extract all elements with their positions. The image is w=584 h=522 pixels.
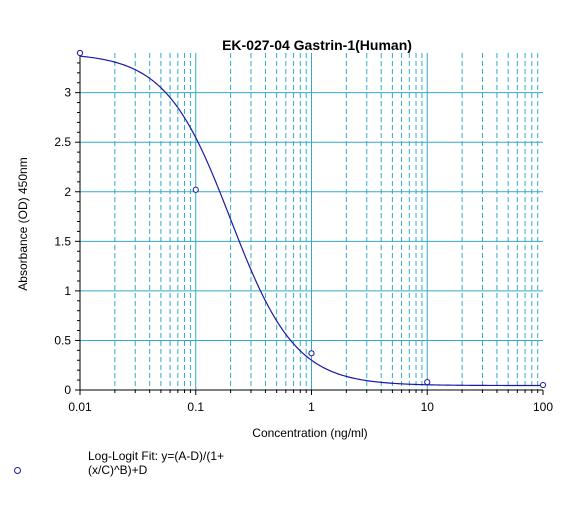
y-tick-label: 2 (64, 185, 71, 199)
tick-labels: 0.01 0.1 1 10 100 0 0.5 1 1.5 2 2.5 3 (54, 86, 553, 414)
x-tick-label: 10 (421, 400, 435, 414)
fit-curve-layer (79, 55, 543, 387)
y-tick-label: 2.5 (54, 135, 71, 149)
x-tick-label: 1 (308, 400, 315, 414)
data-point (192, 186, 199, 193)
grid (80, 53, 543, 390)
fit-curve (79, 55, 543, 387)
legend-marker (14, 467, 21, 474)
y-tick-label: 1 (64, 284, 71, 298)
data-point (424, 378, 431, 386)
chart-title: EK-027-04 Gastrin-1(Human) (222, 37, 412, 53)
axes (75, 52, 544, 395)
data-point (539, 381, 547, 389)
x-tick-label: 0.01 (68, 400, 92, 414)
y-tick-label: 1.5 (54, 234, 71, 248)
x-axis-label: Concentration (ng/ml) (252, 426, 367, 440)
data-point (76, 49, 84, 57)
y-tick-label: 3 (64, 86, 71, 100)
data-points (76, 49, 547, 389)
x-tick-label: 0.1 (187, 400, 204, 414)
y-tick-label: 0 (64, 383, 71, 397)
y-tick-label: 0.5 (54, 333, 71, 347)
data-point (308, 350, 315, 357)
x-tick-label: 100 (533, 400, 553, 414)
legend-entry: Log-Logit Fit: y=(A-D)/(1+(x/C)^B)+D (88, 449, 225, 477)
y-axis-label: Absorbance (OD) 450nm (16, 157, 30, 290)
